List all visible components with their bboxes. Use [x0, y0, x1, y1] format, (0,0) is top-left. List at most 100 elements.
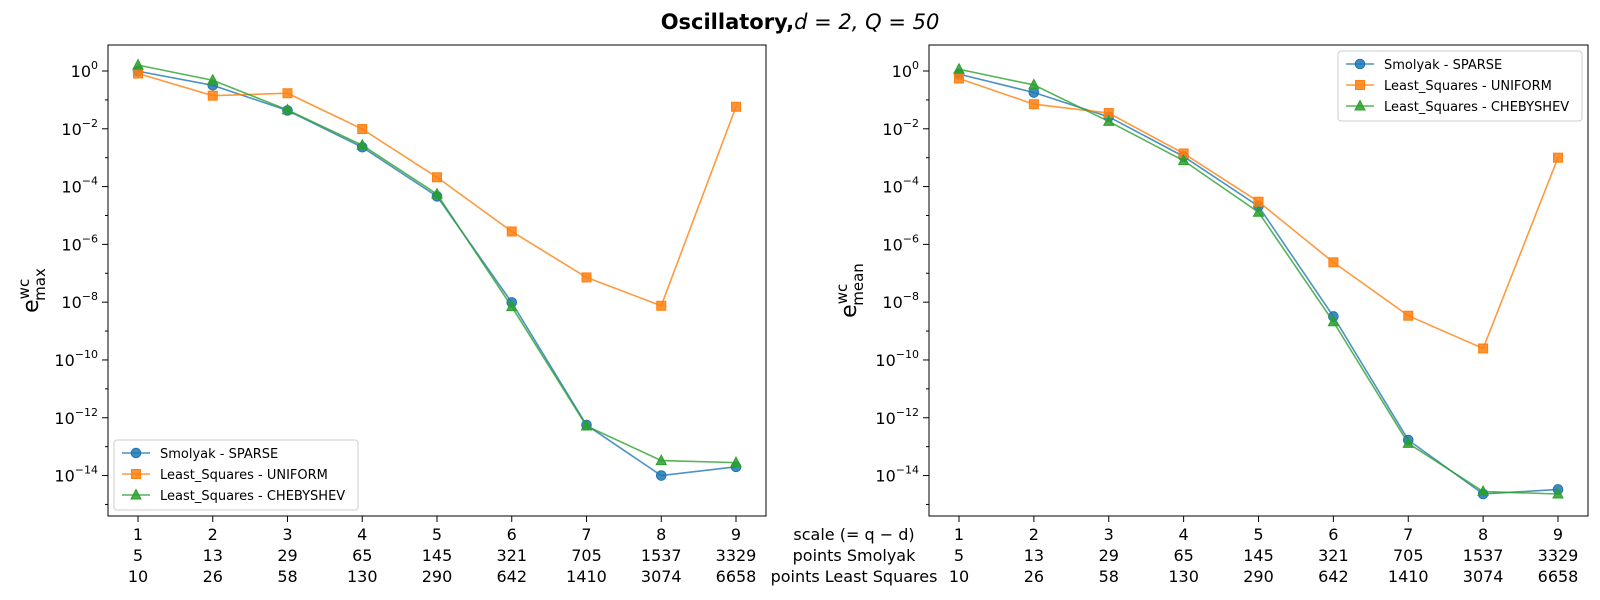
x-tick-label: 10 — [949, 567, 969, 586]
series-square — [133, 68, 741, 311]
legend-marker — [1354, 99, 1366, 111]
y-axis-label: ewcmean — [833, 263, 867, 318]
y-tick-label-exponent: −10 — [896, 348, 919, 361]
x-tick-label: 642 — [496, 567, 527, 586]
x-tick-label: 145 — [1243, 546, 1274, 565]
figure-title-bold: Oscillatory, — [661, 10, 794, 34]
y-tick-label: 10−10 — [875, 348, 919, 370]
x-tick-label: 13 — [1024, 546, 1044, 565]
data-point — [953, 62, 965, 74]
data-point — [1028, 99, 1039, 110]
x-tick-label: 6 — [1328, 525, 1338, 544]
data-point — [506, 226, 517, 237]
row-label-scale: scale (= q − d) — [793, 525, 914, 544]
y-tick-label-exponent: −12 — [75, 406, 98, 419]
x-tick-label: 10 — [128, 567, 148, 586]
data-point — [431, 187, 443, 199]
y-tick-label-base: 10 — [61, 178, 81, 197]
legend-label: Least_Squares - UNIFORM — [160, 468, 328, 483]
x-tick-label: 65 — [1173, 546, 1193, 565]
y-axis-label-subscript: mean — [849, 263, 867, 306]
data-point — [133, 68, 143, 79]
data-point — [356, 138, 369, 150]
y-tick-label-base: 10 — [882, 235, 902, 254]
y-axis-label-superscript: wc — [15, 279, 33, 300]
x-tick-label: 642 — [1318, 567, 1349, 586]
data-point — [730, 456, 742, 468]
legend-label: Least_Squares - CHEBYSHEV — [1384, 100, 1569, 115]
series-circle — [953, 68, 1564, 500]
data-point — [207, 90, 218, 101]
y-tick-label: 10−2 — [61, 117, 98, 139]
y-axis-label-base: e — [837, 304, 862, 318]
y-tick-label-exponent: −8 — [82, 290, 98, 303]
legend-label: Least_Squares - CHEBYSHEV — [160, 489, 345, 504]
y-tick-label-base: 10 — [892, 62, 912, 81]
x-tick-label: 26 — [203, 567, 223, 586]
x-tick-label: 3 — [282, 525, 292, 544]
legend-marker — [130, 447, 142, 459]
y-tick-label-exponent: 0 — [912, 59, 919, 72]
x-tick-label: 3074 — [1463, 567, 1504, 586]
x-tick-label: 3 — [1104, 525, 1114, 544]
data-point — [1253, 196, 1264, 207]
data-point — [432, 172, 442, 183]
series-square — [954, 73, 1563, 354]
data-point — [1252, 205, 1265, 217]
y-tick-label-base: 10 — [54, 409, 74, 428]
data-point — [1328, 257, 1339, 268]
x-tick-label: 5 — [954, 546, 964, 565]
x-tick-label: 3329 — [716, 546, 757, 565]
x-tick-label: 7 — [1403, 525, 1413, 544]
x-tick-label: 2 — [1029, 525, 1039, 544]
data-point — [581, 272, 592, 283]
data-point — [1552, 487, 1564, 499]
x-tick-label: 5 — [1253, 525, 1263, 544]
y-tick-label: 10−10 — [54, 348, 98, 370]
y-tick-label: 100 — [71, 59, 98, 81]
center-row-labels: scale (= q − d) points Smolyak points Le… — [771, 525, 938, 586]
y-tick-label-exponent: −2 — [82, 117, 98, 130]
x-tick-label: 58 — [277, 567, 297, 586]
data-point — [1553, 152, 1563, 163]
x-tick-label: 6 — [507, 525, 517, 544]
series-line — [958, 73, 1559, 495]
legend-label: Smolyak - SPARSE — [160, 447, 278, 462]
x-tick-label: 5 — [133, 546, 143, 565]
y-tick-label-base: 10 — [875, 351, 895, 370]
y-tick-label: 10−4 — [882, 175, 919, 197]
y-tick-label-exponent: −12 — [896, 406, 919, 419]
legend-label: Least_Squares - UNIFORM — [1384, 79, 1552, 94]
x-tick-label: 6658 — [1538, 567, 1579, 586]
series-line — [958, 68, 1559, 495]
x-tick-label: 8 — [656, 525, 666, 544]
y-tick-label: 10−4 — [61, 175, 98, 197]
legend-label: Smolyak - SPARSE — [1384, 58, 1502, 73]
legend: Smolyak - SPARSE Least_Squares - UNIFORM L… — [1337, 50, 1583, 122]
y-tick-label-base: 10 — [61, 120, 81, 139]
x-tick-label: 4 — [1179, 525, 1189, 544]
data-point — [1177, 154, 1190, 166]
y-tick-label: 10−14 — [875, 464, 919, 486]
data-point — [731, 101, 741, 112]
data-point — [655, 453, 668, 466]
y-tick-label-base: 10 — [54, 467, 74, 486]
x-tick-label: 145 — [422, 546, 453, 565]
x-tick-label: 26 — [1024, 567, 1044, 586]
legend-frame — [113, 439, 359, 511]
x-tick-label: 9 — [731, 525, 741, 544]
y-tick-label-exponent: −4 — [903, 175, 919, 188]
data-point — [656, 300, 667, 311]
x-tick-label: 2 — [208, 525, 218, 544]
y-axis-label-subscript: max — [31, 268, 49, 301]
y-axis-label-superscript: wc — [833, 284, 851, 305]
x-tick-label: 290 — [1243, 567, 1274, 586]
y-tick-label-exponent: −6 — [903, 232, 919, 245]
row-label-points-least-squares: points Least Squares — [771, 567, 938, 586]
x-tick-label: 1 — [133, 525, 143, 544]
legend-marker — [1354, 58, 1366, 70]
right-panel: 10010−210−410−610−810−1010−1210−14ewcmea… — [833, 44, 1589, 586]
data-point — [206, 73, 219, 85]
figure-title-math: d = 2, Q = 50 — [794, 10, 939, 34]
